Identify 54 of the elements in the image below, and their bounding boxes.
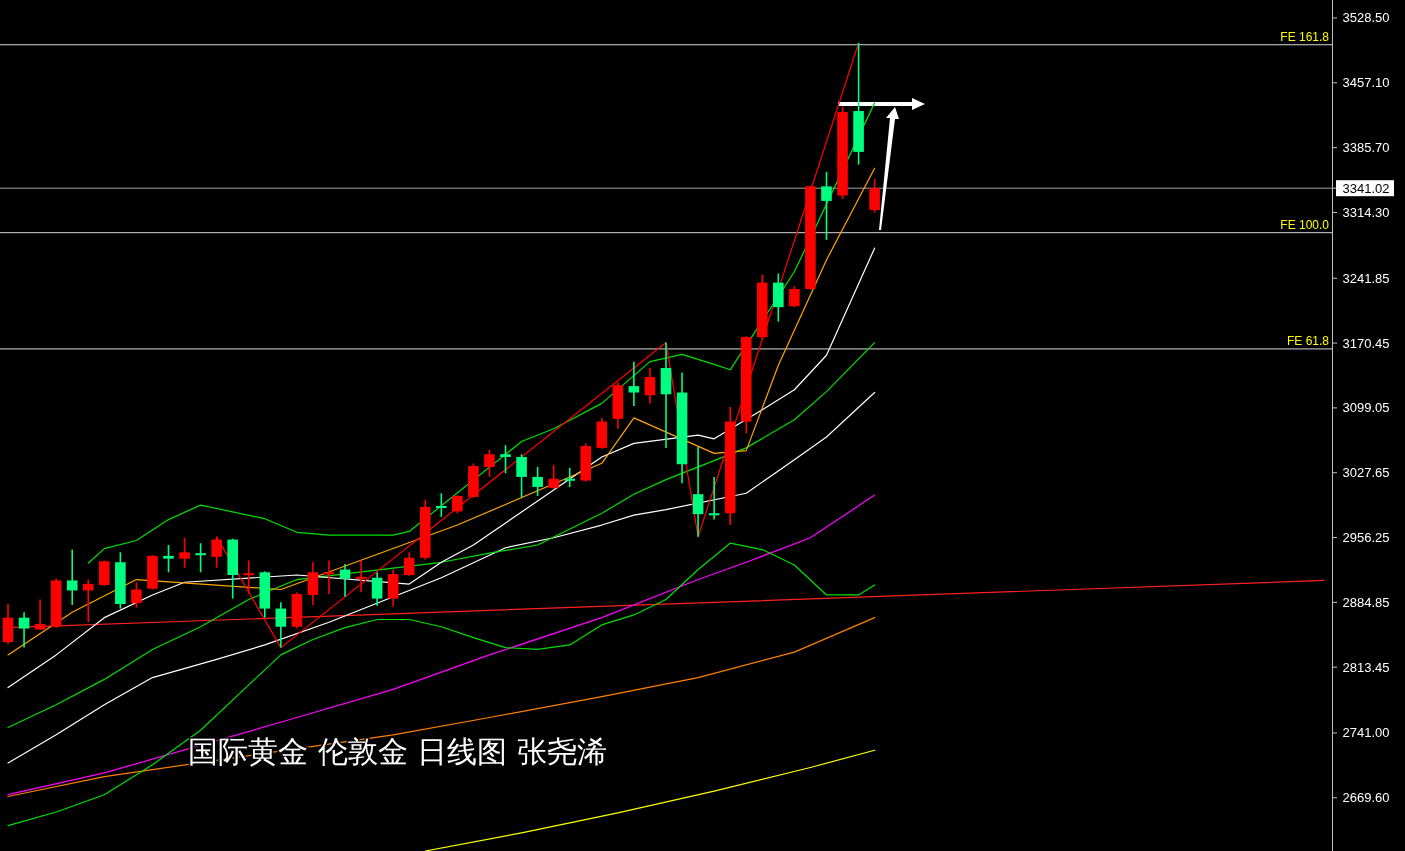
- candlestick: [82, 578, 94, 623]
- candlestick: [195, 542, 206, 574]
- candlestick: [179, 536, 190, 569]
- candlestick: [307, 561, 319, 606]
- ref-line-label: FE 100.0: [1280, 217, 1330, 232]
- candlestick: [644, 367, 656, 405]
- y-tick-label: 3241.85: [1342, 270, 1390, 286]
- candlestick: [275, 601, 287, 649]
- y-tick-label: 3457.10: [1342, 75, 1390, 91]
- line-series: [7, 247, 876, 689]
- candlestick: [821, 171, 832, 241]
- candlestick: [708, 476, 720, 521]
- candlestick: [371, 571, 383, 607]
- candlestick: [436, 492, 447, 518]
- line-series: [7, 167, 876, 656]
- y-tick-label: 2884.85: [1342, 594, 1390, 610]
- candlestick: [692, 446, 704, 538]
- candlestick: [18, 611, 30, 649]
- candlestick: [452, 494, 463, 515]
- y-tick-label: 2669.60: [1342, 790, 1390, 806]
- y-tick-label: 3385.70: [1342, 140, 1390, 156]
- y-tick-label: 3099.05: [1342, 400, 1390, 416]
- candlestick: [532, 466, 543, 497]
- y-tick-label: 3341.02: [1342, 180, 1390, 196]
- line-series: [7, 494, 876, 796]
- candlestick: [131, 581, 142, 609]
- candlestick: [339, 563, 351, 598]
- ref-line-label: FE 61.8: [1286, 333, 1330, 348]
- y-tick-label: 2813.45: [1342, 659, 1390, 675]
- candlestick: [66, 548, 78, 606]
- line-series: [7, 542, 876, 827]
- candlestick: [484, 448, 495, 478]
- candlestick: [500, 444, 511, 475]
- candlestick: [403, 551, 415, 577]
- y-tick-label: 3314.30: [1342, 204, 1390, 220]
- line-series: [7, 341, 876, 729]
- candlestick: [548, 464, 559, 490]
- candlestick: [789, 285, 800, 308]
- y-tick-label: 3528.50: [1342, 10, 1390, 26]
- candlestick: [323, 559, 335, 595]
- candlestick: [869, 178, 880, 214]
- y-tick-label: 2741.00: [1342, 725, 1390, 741]
- y-tick-label: 2956.25: [1342, 530, 1390, 546]
- candlestick: [516, 453, 527, 499]
- y-tick-label: 3170.45: [1342, 335, 1390, 351]
- candlestick: [99, 559, 110, 587]
- candlestick: [355, 559, 367, 594]
- candlestick: [163, 544, 174, 574]
- y-tick-label: 3027.65: [1342, 465, 1390, 481]
- ref-line-label: FE 161.8: [1280, 29, 1330, 44]
- candlestick: [243, 559, 255, 594]
- line-series: [7, 617, 876, 798]
- candlestick: [628, 360, 640, 407]
- candlestick: [564, 467, 576, 488]
